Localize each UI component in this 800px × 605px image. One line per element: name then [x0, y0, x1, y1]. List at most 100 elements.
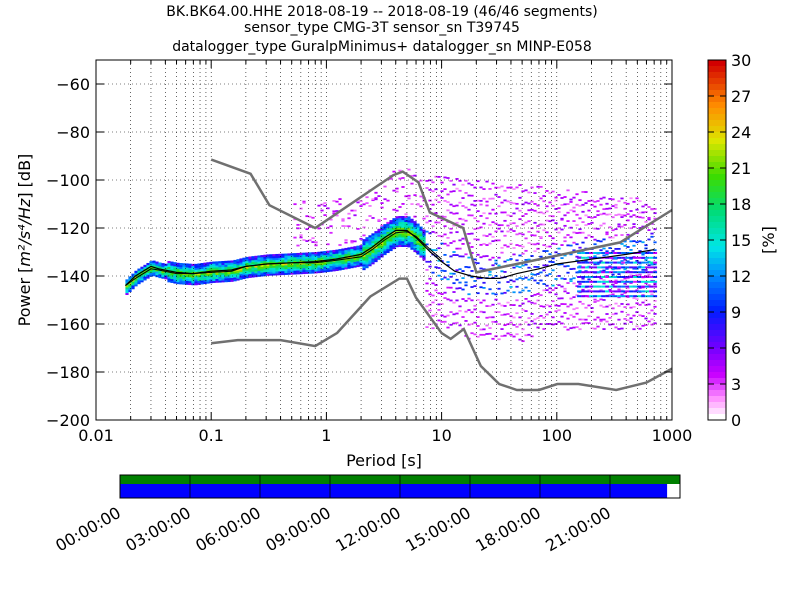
psd-cell: [356, 247, 360, 250]
psd-cell: [449, 323, 453, 326]
psd-cell: [614, 228, 618, 231]
psd-cell: [194, 273, 198, 276]
psd-cell: [410, 236, 414, 239]
psd-cell: [597, 285, 602, 288]
psd-cell: [437, 308, 441, 311]
psd-cell: [633, 256, 638, 259]
psd-cell: [311, 257, 315, 261]
psd-cell: [572, 206, 576, 209]
psd-cell: [649, 261, 654, 264]
psd-cell: [626, 246, 630, 248]
psd-cell: [512, 280, 516, 283]
psd-cell: [212, 263, 216, 266]
psd-cell: [548, 220, 552, 223]
psd-cell: [239, 271, 243, 275]
psd-cell: [587, 216, 591, 219]
psd-cell: [362, 234, 366, 237]
psd-cell: [377, 249, 381, 253]
psd-cell: [578, 199, 582, 202]
psd-cell: [185, 269, 189, 272]
psd-cell: [293, 266, 297, 269]
psd-cell: [557, 263, 561, 266]
psd-cell: [633, 290, 638, 293]
psd-cell: [356, 255, 360, 258]
psd-cell: [626, 202, 630, 205]
psd-cell: [158, 275, 162, 279]
psd-cell: [587, 200, 591, 202]
psd-cell: [635, 241, 639, 244]
psd-cell: [593, 271, 598, 274]
psd-cell: [416, 242, 420, 245]
psd-cell: [338, 268, 342, 271]
psd-cell: [326, 264, 330, 267]
psd-cell: [311, 267, 315, 270]
psd-cell: [455, 254, 459, 256]
psd-cell: [608, 323, 612, 326]
psd-cell: [296, 227, 300, 230]
psd-cell: [392, 246, 396, 250]
psd-cell: [323, 204, 327, 207]
psd-cell: [623, 306, 627, 308]
psd-cell: [230, 275, 234, 279]
psd-cell: [491, 292, 495, 295]
psd-cell: [278, 269, 282, 272]
psd-cell: [308, 263, 312, 267]
psd-cell: [329, 252, 333, 255]
psd-cell: [182, 278, 186, 281]
psd-cell: [521, 308, 525, 311]
psd-cell: [446, 236, 450, 239]
psd-cell: [521, 328, 525, 331]
psd-cell: [464, 191, 468, 194]
psd-cell: [284, 272, 288, 275]
psd-cell: [206, 277, 210, 280]
psd-cell: [266, 254, 270, 257]
psd-cell: [221, 262, 225, 266]
psd-cell: [293, 236, 297, 239]
psd-cell: [593, 252, 598, 254]
psd-cell: [416, 250, 420, 253]
psd-cell: [470, 276, 474, 279]
psd-cell: [512, 335, 516, 338]
psd-cell: [167, 264, 171, 268]
psd-cell: [203, 266, 207, 269]
psd-cell: [649, 280, 654, 283]
psd-cell: [302, 254, 306, 257]
psd-cell: [491, 240, 495, 243]
psd-cell: [383, 252, 387, 256]
psd-cell: [458, 324, 462, 327]
psd-cell: [512, 291, 516, 294]
psd-cell: [188, 271, 192, 274]
colorbar-segment: [708, 90, 726, 97]
psd-cell: [248, 260, 252, 263]
psd-cell: [311, 265, 315, 268]
psd-cell: [428, 208, 432, 210]
psd-cell: [473, 333, 477, 336]
colorbar-segment: [708, 372, 726, 379]
psd-cell: [344, 247, 348, 251]
psd-cell: [365, 196, 369, 199]
psd-cell: [275, 273, 279, 276]
psd-cell: [554, 222, 558, 225]
psd-cell: [629, 274, 633, 277]
psd-cell: [173, 277, 177, 280]
psd-cell: [593, 256, 598, 259]
psd-cell: [572, 231, 576, 234]
psd-cell: [143, 272, 147, 275]
psd-cell: [389, 246, 393, 250]
psd-cell: [530, 273, 534, 276]
psd-cell: [401, 221, 405, 224]
psd-cell: [404, 231, 408, 234]
psd-cell: [197, 271, 201, 274]
psd-cell: [650, 293, 654, 296]
psd-cell: [440, 320, 444, 323]
psd-cell: [542, 250, 546, 252]
psd-cell: [383, 217, 387, 220]
psd-cell: [188, 267, 192, 270]
psd-cell: [467, 214, 471, 217]
psd-cell: [296, 272, 300, 275]
psd-cell: [608, 207, 612, 210]
nlnm-curve: [211, 277, 673, 392]
psd-cell: [638, 240, 642, 243]
colorbar-segment: [708, 84, 726, 91]
psd-cell: [597, 290, 602, 293]
